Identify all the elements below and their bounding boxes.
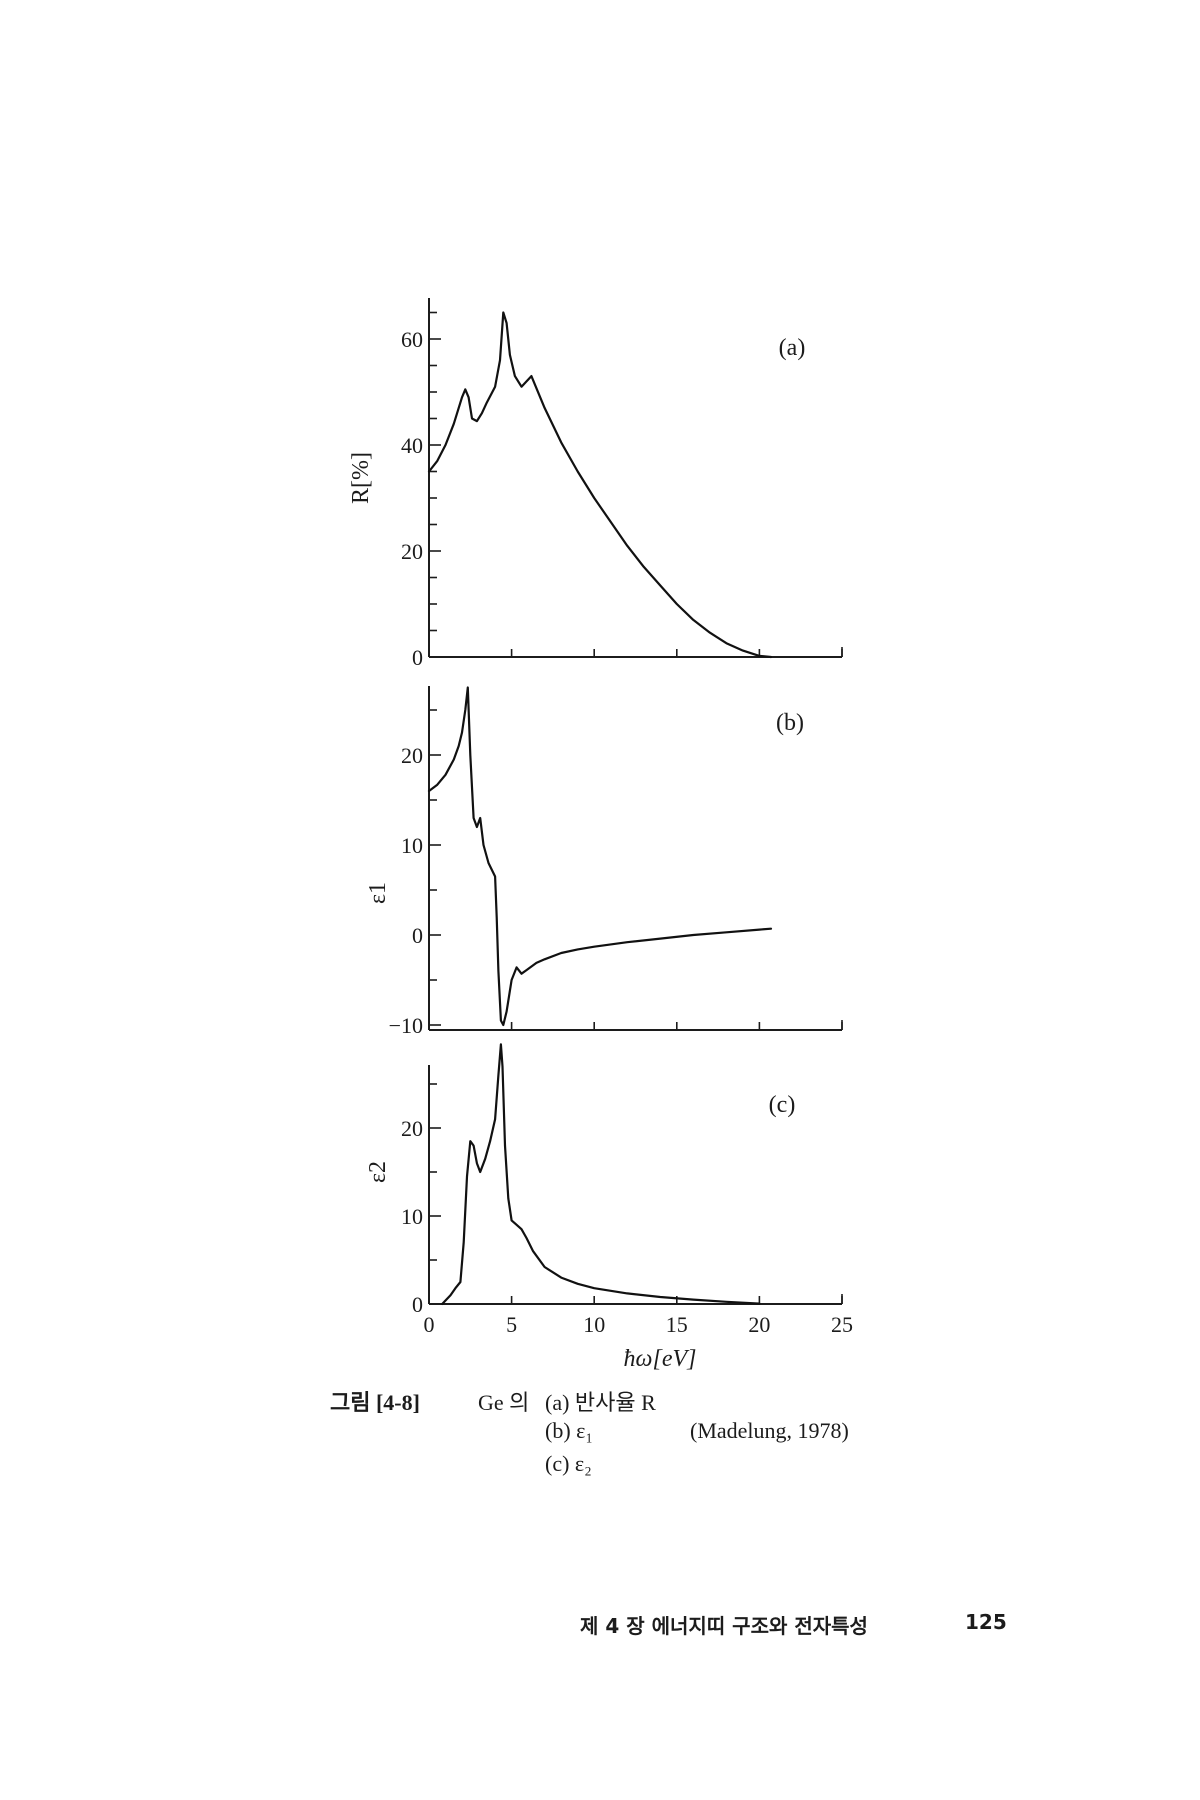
panel-label: (a) bbox=[779, 335, 806, 361]
x-axis-label: ħω[eV] bbox=[624, 1346, 697, 1372]
x-tick-label: 10 bbox=[583, 1312, 605, 1337]
series-line bbox=[427, 686, 773, 1027]
y-tick-label: 10 bbox=[401, 833, 423, 858]
panel-epsilon1: −10 0 10 20 ε1 (b) bbox=[365, 686, 843, 1038]
x-tick-label: 20 bbox=[748, 1312, 770, 1337]
caption-line-a: (a) 반사율 R bbox=[545, 1390, 656, 1415]
footer-chapter-title: 제 4 장 에너지띠 구조와 전자특성 bbox=[580, 1614, 868, 1638]
x-tick-label: 5 bbox=[506, 1312, 517, 1337]
caption-line-c: (c) ε₂ bbox=[545, 1451, 592, 1476]
caption-prefix: 그림 [4-8] bbox=[330, 1390, 420, 1415]
caption-line-b: (b) ε₁ bbox=[545, 1418, 594, 1443]
x-tick-label: 0 bbox=[424, 1312, 435, 1337]
series-line bbox=[441, 1043, 761, 1306]
y-tick-label: 20 bbox=[401, 539, 423, 564]
series-line bbox=[427, 311, 773, 659]
x-tick-label: 15 bbox=[666, 1312, 688, 1337]
caption-source: (Madelung, 1978) bbox=[690, 1418, 849, 1443]
y-tick-label: 0 bbox=[412, 923, 423, 948]
x-tick-label: 25 bbox=[831, 1312, 853, 1337]
y-axis-label: R[%] bbox=[348, 452, 374, 504]
panel-epsilon2: 0 10 20 0 5 10 15 20 25 ħω[eV] ε2 (c) bbox=[365, 1043, 853, 1372]
panel-reflectivity: 0 20 40 60 R[%] (a) bbox=[348, 298, 843, 670]
y-tick-label: 40 bbox=[401, 433, 423, 458]
y-tick-label: 0 bbox=[412, 1292, 423, 1317]
y-axis-label: ε1 bbox=[365, 882, 391, 904]
panel-label: (b) bbox=[776, 710, 804, 736]
y-tick-label: 60 bbox=[401, 327, 423, 352]
y-tick-label: 20 bbox=[401, 743, 423, 768]
y-axis-label: ε2 bbox=[365, 1161, 391, 1183]
y-tick-label: 20 bbox=[401, 1116, 423, 1141]
y-tick-label: −10 bbox=[389, 1013, 423, 1038]
y-tick-label: 10 bbox=[401, 1204, 423, 1229]
page-number: 125 bbox=[965, 1610, 1007, 1634]
caption-subject: Ge 의 bbox=[478, 1390, 530, 1415]
panel-label: (c) bbox=[769, 1092, 796, 1118]
y-tick-label: 0 bbox=[412, 645, 423, 670]
